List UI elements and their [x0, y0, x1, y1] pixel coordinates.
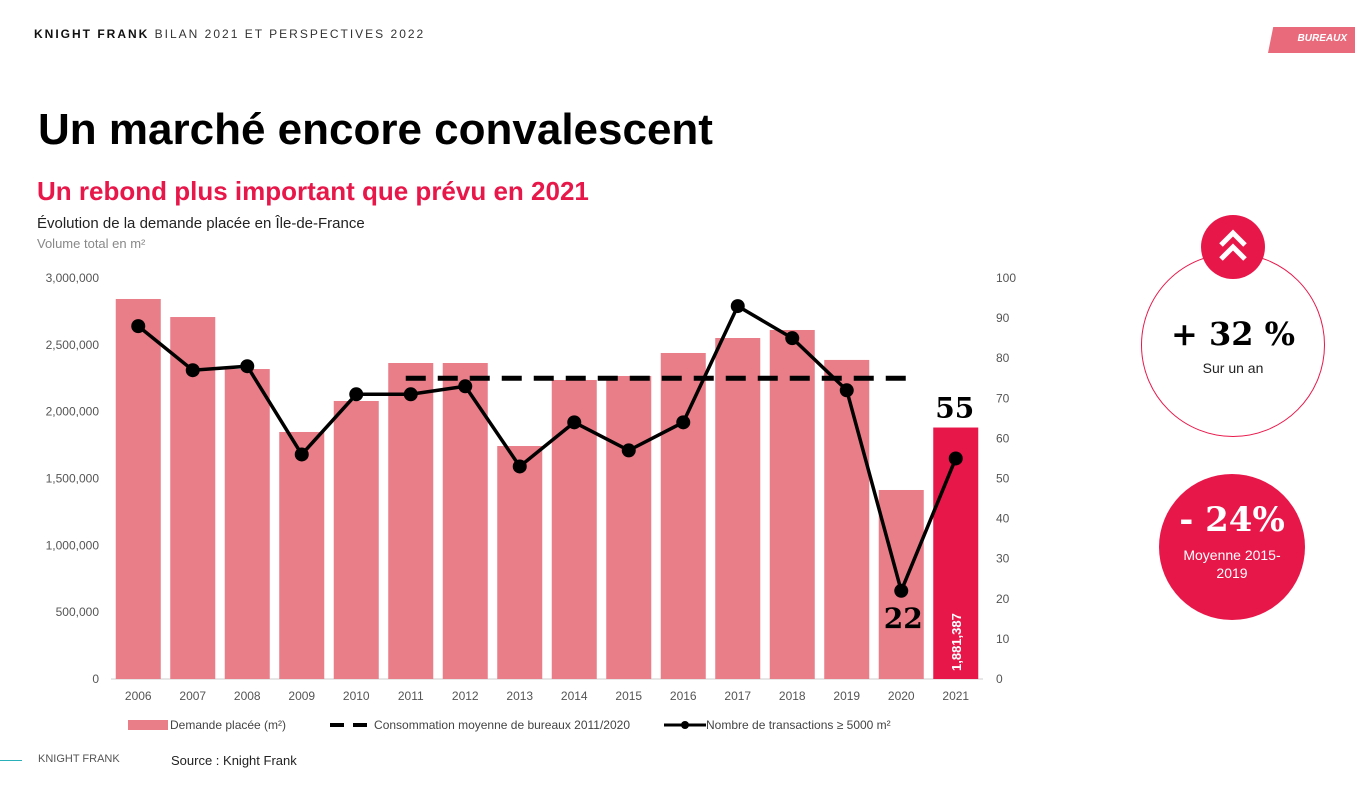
x-tick-label: 2015 — [615, 689, 642, 703]
y-right-tick-label: 50 — [996, 472, 1010, 486]
chart-description: Évolution de la demande placée en Île-de… — [37, 215, 365, 232]
double-chevron-up-icon — [1201, 215, 1265, 279]
bar-2009 — [279, 431, 325, 679]
bar-2007 — [170, 317, 216, 679]
y-right-tick-label: 30 — [996, 552, 1010, 566]
transactions-point-2017 — [730, 299, 745, 314]
bar-2010 — [333, 400, 379, 679]
x-tick-label: 2010 — [343, 689, 370, 703]
kpi-circle-avg — [1159, 474, 1305, 620]
y-right-tick-label: 40 — [996, 512, 1010, 526]
point-label-2020: 22 — [884, 602, 923, 635]
y-left-tick-label: 1,500,000 — [46, 472, 100, 486]
x-tick-label: 2013 — [506, 689, 533, 703]
y-left-tick-label: 500,000 — [56, 605, 100, 619]
y-right-tick-label: 60 — [996, 431, 1010, 445]
transactions-point-2015 — [621, 443, 636, 458]
x-tick-label: 2017 — [724, 689, 751, 703]
kpi-yoy-label: Sur un an — [1202, 360, 1264, 376]
y-right-tick-label: 100 — [996, 271, 1016, 285]
y-right-tick-label: 80 — [996, 351, 1010, 365]
kpi-avg-label: Moyenne 2015-2019 — [1183, 547, 1281, 581]
transactions-point-2012 — [458, 379, 473, 394]
x-tick-label: 2018 — [779, 689, 806, 703]
chart-source: Source : Knight Frank — [171, 753, 297, 768]
footer-brand: KNIGHT FRANK — [38, 753, 120, 765]
x-tick-label: 2020 — [888, 689, 915, 703]
transactions-point-2008 — [240, 359, 255, 374]
bar-2019 — [824, 359, 870, 679]
x-tick-label: 2012 — [452, 689, 479, 703]
x-tick-label: 2008 — [234, 689, 261, 703]
chart-title: Un rebond plus important que prévu en 20… — [37, 176, 589, 206]
transactions-point-2006 — [131, 319, 146, 334]
legend-label: Demande placée (m²) — [170, 718, 287, 732]
bar-2021 — [933, 427, 979, 679]
section-tag-label: BUREAUX — [1297, 33, 1347, 44]
y-left-tick-label: 2,500,000 — [46, 338, 100, 352]
chart: 0 500,000 1,000,000 1,500,000 2,000,000 2,500… — [46, 271, 1017, 703]
legend-label: Consommation moyenne de bureaux 2011/202… — [374, 718, 630, 732]
bar-value-label: 1,881,387 — [949, 613, 964, 671]
transactions-point-2011 — [403, 387, 418, 402]
footer-divider — [0, 760, 22, 761]
x-tick-label: 2021 — [942, 689, 969, 703]
chart-unit: Volume total en m² — [37, 236, 146, 251]
bar-2015 — [606, 375, 652, 679]
x-tick-label: 2016 — [670, 689, 697, 703]
legend-item-dashed: Consommation moyenne de bureaux 2011/202… — [330, 718, 630, 732]
section-tag: BUREAUX — [1268, 27, 1355, 53]
legend-swatch-line — [664, 721, 706, 729]
y-left-tick-label: 1,000,000 — [46, 538, 100, 552]
transactions-point-2010 — [349, 387, 364, 402]
header-title: BILAN 2021 ET PERSPECTIVES 2022 — [149, 27, 426, 41]
legend-item-bars: Demande placée (m²) — [128, 718, 286, 732]
y-right-tick-label: 70 — [996, 391, 1010, 405]
transactions-point-2020 — [894, 583, 909, 598]
y-right-tick-label: 0 — [996, 672, 1003, 686]
transactions-point-2013 — [512, 459, 527, 474]
transactions-point-2014 — [567, 415, 582, 430]
transactions-point-2009 — [294, 447, 309, 462]
y-right-tick-label: 90 — [996, 311, 1010, 325]
bar-2018 — [769, 329, 815, 679]
transactions-line — [137, 303, 958, 597]
report-header: KNIGHT FRANK BILAN 2021 ET PERSPECTIVES … — [34, 27, 425, 41]
bar-2011 — [388, 363, 434, 679]
x-tick-label: 2011 — [398, 689, 424, 703]
bar-2016 — [660, 352, 706, 679]
bar-2012 — [442, 363, 488, 679]
y-left-tick-label: 0 — [92, 672, 99, 686]
kpi-yoy-value: + 32 % — [1170, 315, 1296, 353]
bar-2013 — [497, 446, 543, 679]
transactions-point-2018 — [785, 331, 800, 346]
page-title: Un marché encore convalescent — [38, 105, 713, 154]
transactions-point-2016 — [676, 415, 691, 430]
legend-swatch-bar — [128, 720, 168, 730]
x-tick-label: 2006 — [125, 689, 152, 703]
transactions-point-2019 — [839, 383, 854, 398]
bar-2017 — [715, 338, 761, 679]
kpi-avg-value: - 24% — [1179, 500, 1285, 540]
transactions-point-2007 — [185, 363, 200, 378]
y-left-tick-label: 3,000,000 — [46, 271, 100, 285]
legend-item-line: Nombre de transactions ≥ 5000 m² — [664, 718, 891, 732]
legend-swatch-dashed — [330, 723, 375, 727]
bar-2006 — [115, 298, 161, 679]
y-right-tick-label: 20 — [996, 592, 1010, 606]
bar-2008 — [224, 369, 270, 679]
chart-legend: Demande placée (m²) Consommation moyenne… — [128, 718, 925, 732]
header-brand: KNIGHT FRANK — [34, 27, 150, 41]
transactions-point-2021 — [948, 451, 963, 466]
y-left-tick-label: 2,000,000 — [46, 405, 100, 419]
point-label-2021: 55 — [935, 392, 974, 425]
x-tick-label: 2014 — [561, 689, 588, 703]
x-tick-label: 2009 — [288, 689, 315, 703]
legend-label: Nombre de transactions ≥ 5000 m² — [706, 718, 891, 732]
x-tick-label: 2019 — [833, 689, 860, 703]
y-right-tick-label: 10 — [996, 632, 1010, 646]
x-tick-label: 2007 — [179, 689, 206, 703]
